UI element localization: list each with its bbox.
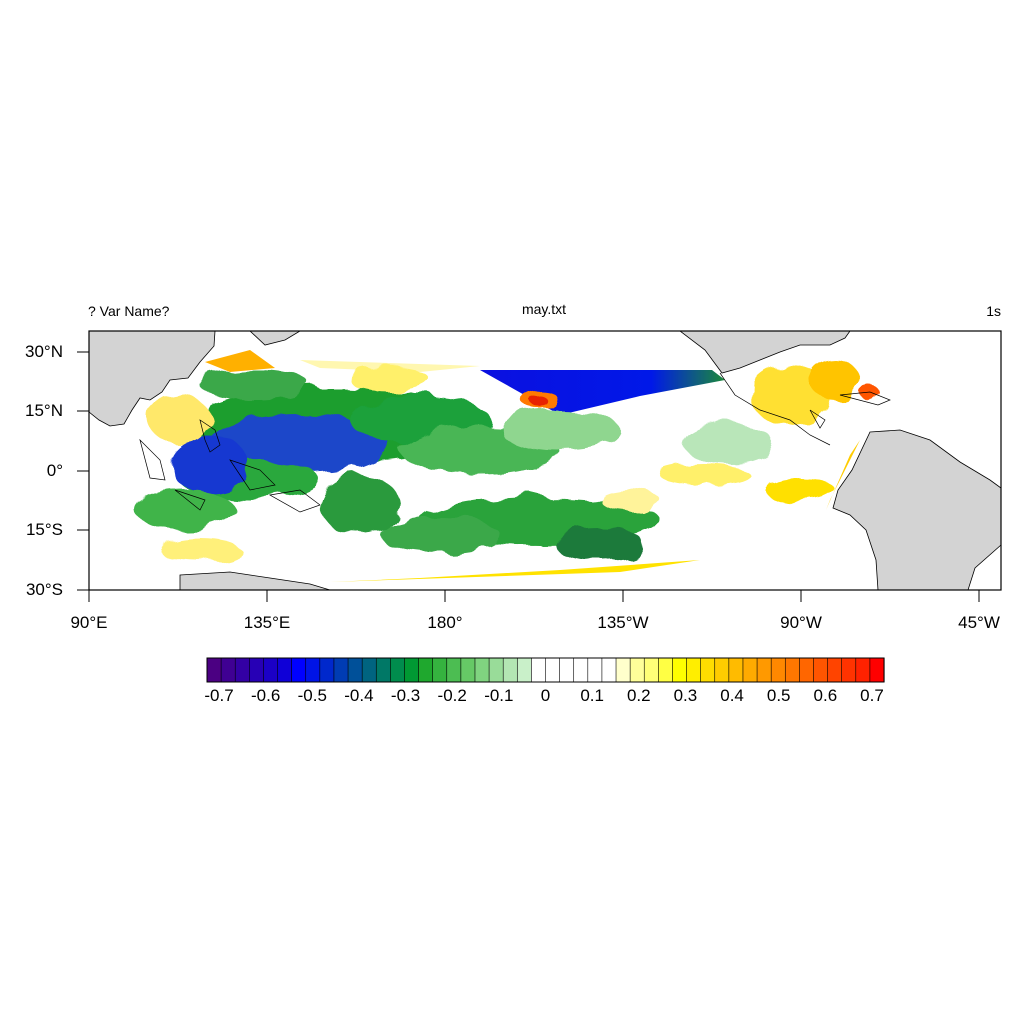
- colorbar-swatch: [305, 657, 321, 683]
- lat-label-30n: 30°N: [25, 342, 63, 361]
- colorbar-swatch: [827, 657, 843, 683]
- colorbar-swatch: [220, 657, 236, 683]
- lon-label-180: 180°: [427, 613, 463, 632]
- lon-label-45w: 45°W: [958, 613, 1000, 632]
- colorbar-swatch: [234, 657, 250, 683]
- colorbar-label: -0.5: [297, 686, 327, 705]
- map-plot-area: [89, 331, 1001, 590]
- colorbar-swatch: [700, 657, 716, 683]
- colorbar-label: 0.7: [860, 686, 884, 705]
- colorbar-swatch: [333, 657, 349, 683]
- lon-label-90w: 90°W: [780, 613, 822, 632]
- colorbar-swatch: [658, 657, 674, 683]
- fan-artifact-yellow-south: [330, 560, 700, 582]
- colorbar-swatch: [404, 657, 420, 683]
- colorbar-swatch: [361, 657, 377, 683]
- colorbar-swatch: [573, 657, 589, 683]
- colorbar-swatch: [474, 657, 490, 683]
- colorbar-swatch: [672, 657, 688, 683]
- colorbar-label: 0.3: [673, 686, 698, 705]
- colorbar-label: 0.2: [626, 686, 651, 705]
- colorbar-swatch: [784, 657, 800, 683]
- colorbar-swatch: [206, 657, 222, 683]
- fan-artifact-orange: [205, 350, 275, 372]
- coastlines: [139, 372, 891, 513]
- lon-label-90e: 90°E: [70, 613, 108, 632]
- colorbar-swatch: [714, 657, 730, 683]
- colorbar-label: -0.3: [390, 686, 421, 705]
- colorbar-swatch: [249, 657, 265, 683]
- colorbar-swatch: [418, 657, 434, 683]
- colorbar-swatch: [545, 657, 561, 683]
- colorbar-label: 0.5: [766, 686, 791, 705]
- colorbar-swatch: [813, 657, 829, 683]
- plot-title-center: may.txt: [521, 301, 567, 317]
- colorbar-swatch: [375, 657, 391, 683]
- colorbar-swatch: [742, 657, 758, 683]
- colorbar-swatch: [686, 657, 702, 683]
- greenland-tip: [249, 331, 301, 346]
- colorbar-label: -0.4: [344, 686, 374, 705]
- colorbar-label: 0.4: [720, 686, 744, 705]
- colorbar-swatch: [629, 657, 645, 683]
- colorbar-label: 0: [540, 686, 551, 705]
- colorbar-swatch: [531, 657, 547, 683]
- colorbar-label: -0.7: [204, 686, 234, 705]
- colorbar-swatch: [319, 657, 335, 683]
- colorbar-swatch: [855, 657, 871, 683]
- colorbar-label: 0.6: [813, 686, 838, 705]
- lon-label-135e: 135°E: [243, 613, 291, 632]
- colorbar: [206, 657, 885, 683]
- colorbar-swatch: [728, 657, 744, 683]
- colorbar-swatch: [799, 657, 815, 683]
- colorbar-swatch: [488, 657, 504, 683]
- lat-label-15n: 15°N: [25, 401, 63, 420]
- lat-label-15s: 15°S: [25, 520, 63, 539]
- colorbar-swatch: [770, 657, 786, 683]
- fan-artifact-yellow-north: [300, 360, 480, 372]
- plot-title-left: ? Var Name?: [88, 303, 170, 319]
- colorbar-swatch: [756, 657, 772, 683]
- colorbar-frame: [206, 657, 885, 683]
- south-america-landmass: [832, 429, 1001, 590]
- lon-ticks: [88, 590, 980, 602]
- colorbar-swatch: [390, 657, 406, 683]
- colorbar-swatch: [841, 657, 857, 683]
- lat-ticks: [77, 351, 89, 591]
- colorbar-swatch: [559, 657, 575, 683]
- land-masses: [89, 331, 1001, 590]
- colorbar-swatch: [869, 657, 885, 683]
- colorbar-swatch: [277, 657, 293, 683]
- lat-label-30s: 30°S: [25, 580, 63, 599]
- colorbar-swatch: [502, 657, 518, 683]
- colorbar-swatch: [516, 657, 532, 683]
- colorbar-swatch: [347, 657, 363, 683]
- colorbar-label: -0.6: [250, 686, 281, 705]
- colorbar-swatch: [291, 657, 307, 683]
- australia-landmass: [179, 571, 331, 590]
- lon-label-135w: 135°W: [597, 613, 649, 632]
- colorbar-swatch: [263, 657, 279, 683]
- colorbar-swatch: [587, 657, 603, 683]
- colorbar-label: 0.1: [580, 686, 604, 705]
- colorbar-swatch: [432, 657, 448, 683]
- plot-title-right: 1s: [986, 303, 1001, 319]
- colorbar-swatch: [446, 657, 462, 683]
- asia-landmass: [89, 331, 216, 427]
- anomaly-field: [135, 360, 882, 562]
- colorbar-label: -0.1: [484, 686, 514, 705]
- lat-label-0: 0°: [46, 461, 63, 480]
- colorbar-swatch: [601, 657, 617, 683]
- colorbar-label: -0.2: [437, 686, 467, 705]
- colorbar-swatch: [460, 657, 476, 683]
- map-frame: [88, 330, 1002, 591]
- north-america-landmass: [679, 331, 851, 374]
- colorbar-swatch: [615, 657, 631, 683]
- colorbar-swatch: [643, 657, 659, 683]
